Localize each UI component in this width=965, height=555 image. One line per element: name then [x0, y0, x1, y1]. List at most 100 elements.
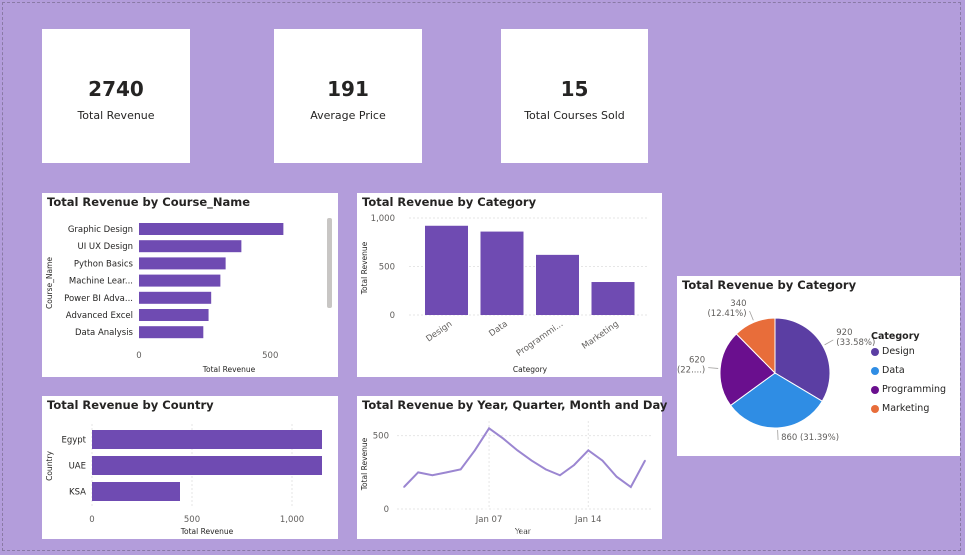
- bar: [139, 326, 204, 339]
- data-point: [615, 475, 618, 478]
- pie-label-leader: [824, 339, 834, 346]
- data-point: [431, 474, 434, 477]
- data-point: [544, 468, 547, 471]
- y-axis-label: Total Revenue: [360, 241, 369, 295]
- kpi-value: 15: [560, 77, 589, 101]
- category-tick-label: Graphic Design: [68, 225, 133, 235]
- legend-swatch: [871, 347, 879, 356]
- chart-panel-revenue-by-category[interactable]: Total Revenue by Category 0 500 1,000 Desig…: [357, 193, 662, 377]
- chart-title: Total Revenue by Year, Quarter, Month an…: [362, 398, 668, 412]
- chart-title: Total Revenue by Course_Name: [47, 195, 251, 209]
- pie-slice: [719, 333, 776, 407]
- legend-swatch: [871, 385, 879, 394]
- chart-title: Total Revenue by Category: [682, 278, 857, 292]
- bar: [139, 240, 242, 253]
- category-tick-label: Programmi...: [515, 319, 565, 359]
- pie-label-leader: [708, 367, 719, 369]
- y-tick-label: 500: [379, 263, 395, 273]
- data-point: [587, 449, 590, 452]
- x-axis-label: Category: [513, 365, 548, 374]
- category-tick-label: Egypt: [61, 436, 86, 446]
- pie-data-label: 620 (22....): [677, 356, 705, 376]
- legend-item-programming[interactable]: Programming: [871, 384, 946, 395]
- data-point: [601, 459, 604, 462]
- legend-swatch: [871, 366, 879, 375]
- y-tick-label: 1,000: [371, 214, 395, 224]
- category-tick-label: KSA: [69, 488, 86, 498]
- x-axis-label: Total Revenue: [180, 527, 234, 536]
- category-column-chart: 0 500 1,000 Design Data Programmi... Marketing…: [360, 214, 647, 374]
- kpi-card-total-courses-sold[interactable]: 15 Total Courses Sold: [501, 29, 648, 163]
- bar: [536, 254, 579, 315]
- category-tick-label: Advanced Excel: [66, 311, 133, 321]
- pie-slice: [729, 372, 823, 429]
- x-axis-label: Total Revenue: [202, 365, 256, 374]
- legend-item-data[interactable]: Data: [871, 365, 905, 376]
- kpi-card-average-price[interactable]: 191 Average Price: [274, 29, 422, 163]
- y-tick-label: 500: [373, 432, 389, 442]
- data-point: [488, 427, 490, 430]
- pie-data-label: 340 (12.41%): [707, 299, 746, 319]
- chart-panel-category-pie[interactable]: Total Revenue by Category 920 (33.58%) 860…: [677, 276, 960, 456]
- kpi-value: 2740: [88, 77, 144, 101]
- x-axis-label: Year: [514, 527, 532, 536]
- series-line: [403, 426, 646, 489]
- pie-data-label: 860 (31.39%): [781, 433, 839, 443]
- data-point: [573, 464, 575, 466]
- bar: [480, 231, 524, 315]
- category-tick-label: Design: [424, 319, 454, 344]
- y-axis-label: Country: [45, 451, 54, 481]
- x-tick-label: 500: [262, 351, 278, 361]
- legend-label: Data: [882, 365, 905, 376]
- legend-item-marketing[interactable]: Marketing: [871, 403, 929, 414]
- chart-panel-revenue-by-date[interactable]: Total Revenue by Year, Quarter, Month an…: [357, 396, 667, 539]
- y-axis-label: Course_Name: [45, 257, 54, 309]
- x-tick-label: 1,000: [280, 515, 304, 525]
- legend-item-design[interactable]: Design: [871, 346, 915, 357]
- x-tick-label: 0: [136, 351, 141, 361]
- data-point: [445, 471, 448, 474]
- bar: [92, 482, 180, 501]
- category-pie-chart: 920 (33.58%) 860 (31.39%) 620 (22....) 340 (12…: [677, 299, 875, 443]
- legend-label: Marketing: [882, 403, 930, 414]
- legend-label: Design: [882, 346, 915, 357]
- data-point: [559, 474, 561, 477]
- chart-panel-revenue-by-country[interactable]: Total Revenue by Country 0 500 1,000 Egypt U…: [42, 396, 338, 539]
- bar: [139, 257, 226, 270]
- data-point: [630, 486, 632, 488]
- kpi-card-total-revenue[interactable]: 2740 Total Revenue: [42, 29, 190, 163]
- kpi-label: Total Revenue: [77, 109, 155, 122]
- watermark-logo: مستقل: [423, 488, 526, 521]
- category-tick-label: Machine Lear...: [69, 277, 133, 287]
- y-tick-label: 0: [384, 505, 389, 515]
- pie-slice: [735, 317, 776, 375]
- kpi-label: Average Price: [310, 109, 386, 122]
- y-axis-label: Total Revenue: [360, 437, 369, 491]
- country-bar-chart: 0 500 1,000 Egypt UAE KSA Total Revenue Country: [45, 424, 322, 536]
- category-tick-label: Data: [487, 319, 509, 339]
- category-tick-label: Power BI Adva...: [64, 294, 133, 304]
- bar: [92, 430, 322, 449]
- category-tick-label: UI UX Design: [77, 242, 133, 252]
- pie-data-label: 920 (33.58%): [836, 328, 875, 348]
- bar: [92, 456, 322, 475]
- data-point: [417, 471, 419, 474]
- pie-label-leader: [749, 310, 754, 321]
- watermark-url: mostaql.com: [452, 524, 537, 539]
- revenue-line-chart: 0 500 Jan 07 Jan 14 Year Total Revenue: [360, 421, 652, 536]
- data-point: [459, 468, 462, 471]
- kpi-label: Total Courses Sold: [524, 109, 625, 122]
- category-tick-label: Python Basics: [74, 259, 134, 269]
- category-tick-label: Data Analysis: [75, 328, 134, 338]
- bar: [425, 225, 468, 315]
- data-point: [644, 459, 646, 462]
- chart-title: Total Revenue by Category: [362, 195, 537, 209]
- x-tick-label: Jan 07: [475, 515, 503, 525]
- data-point: [403, 486, 405, 488]
- bar: [139, 274, 221, 287]
- course-bar-chart: Graphic Design UI UX Design Python Basics M…: [45, 218, 332, 374]
- legend-swatch: [871, 404, 879, 413]
- scrollbar: [327, 218, 332, 308]
- chart-panel-revenue-by-course[interactable]: Total Revenue by Course_Name Graphic Des…: [42, 193, 338, 377]
- data-point: [530, 459, 533, 462]
